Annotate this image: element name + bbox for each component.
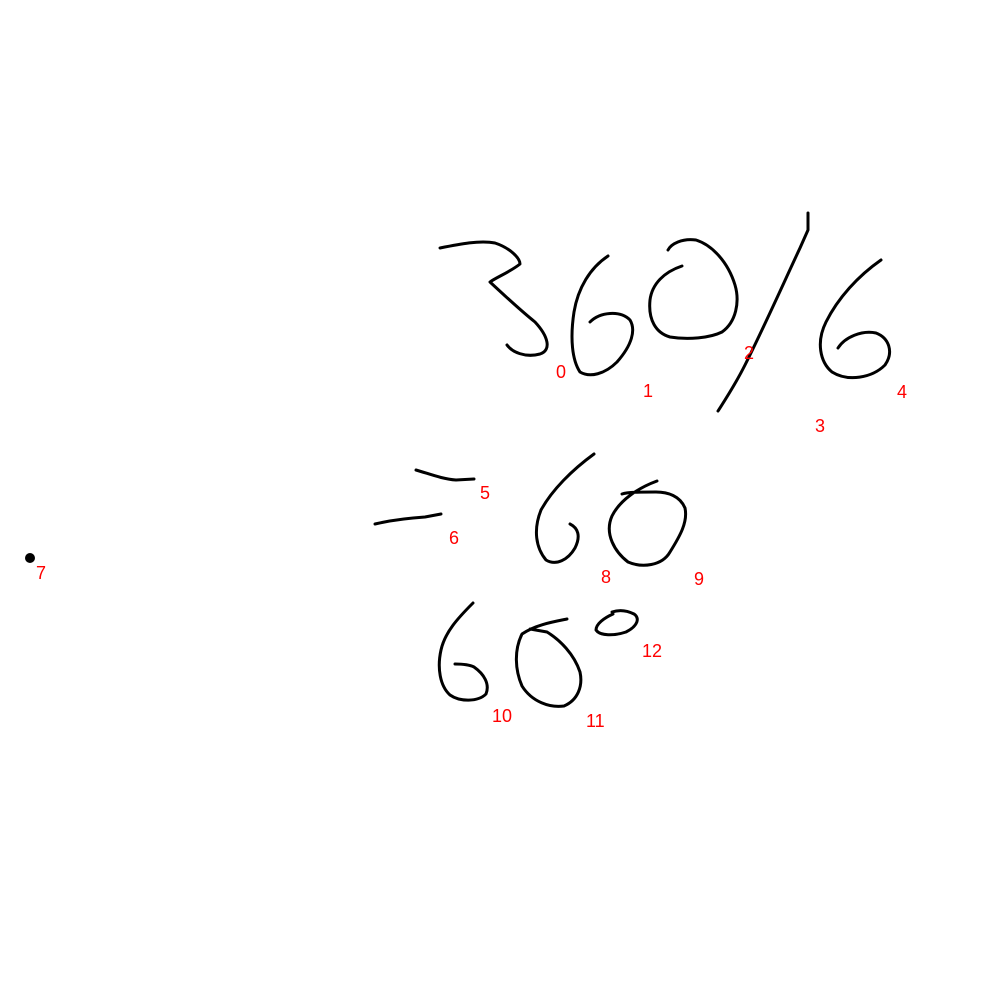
- stroke-label-1: 1: [643, 381, 653, 401]
- stroke-label-5: 5: [480, 483, 490, 503]
- stroke-label-12: 12: [642, 641, 662, 661]
- stroke-6: [373, 512, 443, 526]
- stroke-label-4: 4: [897, 382, 907, 402]
- stroke-label-11: 11: [586, 711, 605, 731]
- stroke-label-10: 10: [492, 706, 512, 726]
- stroke-label-6: 6: [449, 528, 459, 548]
- stroke-8: [534, 452, 596, 564]
- stroke-11: [514, 617, 583, 708]
- stroke-label-9: 9: [694, 569, 704, 589]
- stroke-5: [414, 468, 476, 482]
- stroke-10: [437, 601, 489, 702]
- stroke-9: [607, 479, 688, 567]
- stroke-label-2: 2: [744, 343, 754, 363]
- stroke-label-0: 0: [556, 362, 566, 382]
- stroke-7: [25, 553, 35, 563]
- stroke-2: [648, 238, 739, 340]
- stroke-label-7: 7: [36, 563, 46, 583]
- stroke-label-8: 8: [601, 567, 611, 587]
- stroke-12: [594, 609, 639, 637]
- stroke-3: [716, 211, 810, 413]
- stroke-0: [438, 240, 549, 357]
- stroke-4: [818, 258, 892, 380]
- stroke-label-3: 3: [815, 416, 825, 436]
- stroke-1: [570, 254, 635, 377]
